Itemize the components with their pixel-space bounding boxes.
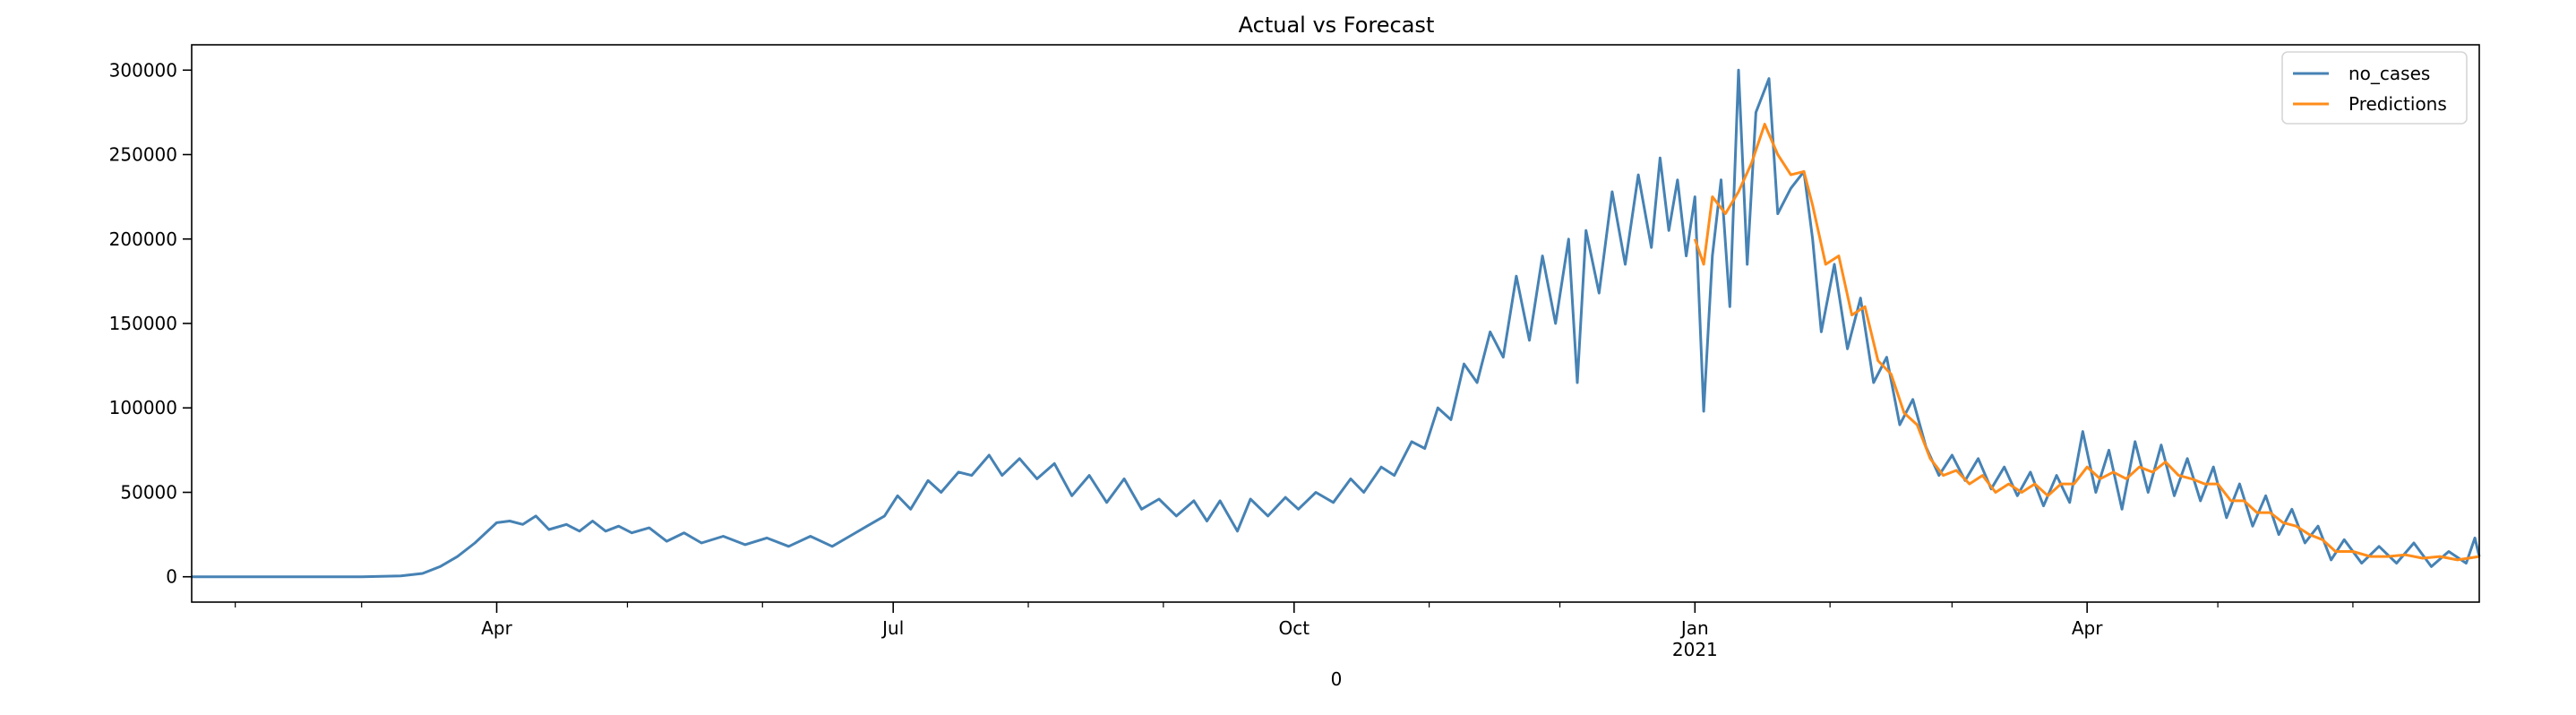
legend-box [2281, 51, 2468, 125]
legend-label-no-cases: no_cases [2348, 63, 2430, 84]
chart-title: Actual vs Forecast [1239, 13, 1435, 38]
plot-area [192, 68, 2481, 579]
axes-frame [191, 44, 2480, 603]
series-line-no-cases [192, 68, 2481, 579]
y-tick-label: 150000 [109, 313, 177, 334]
series-line-predictions [1693, 123, 2480, 562]
x-tick-label: Apr [481, 617, 512, 639]
legend-label-predictions: Predictions [2348, 93, 2447, 115]
y-tick-label: 200000 [109, 228, 177, 250]
y-tick-label: 0 [166, 566, 177, 588]
x-tick-label: Jan [1679, 617, 1709, 639]
x-tick-sublabel: 2021 [1672, 639, 1718, 660]
x-axis-label: 0 [1331, 668, 1343, 690]
y-tick-label: 50000 [120, 481, 177, 503]
x-tick-label: Oct [1278, 617, 1309, 639]
x-tick-label: Jul [880, 617, 904, 639]
y-tick-label: 100000 [109, 397, 177, 418]
y-tick-label: 300000 [109, 59, 177, 81]
legend: no_cases Predictions [2281, 51, 2468, 125]
x-tick-label: Apr [2072, 617, 2103, 639]
y-tick-label: 250000 [109, 144, 177, 166]
y-axis: 0 50000 100000 150000 200000 250000 300000 [109, 59, 192, 588]
